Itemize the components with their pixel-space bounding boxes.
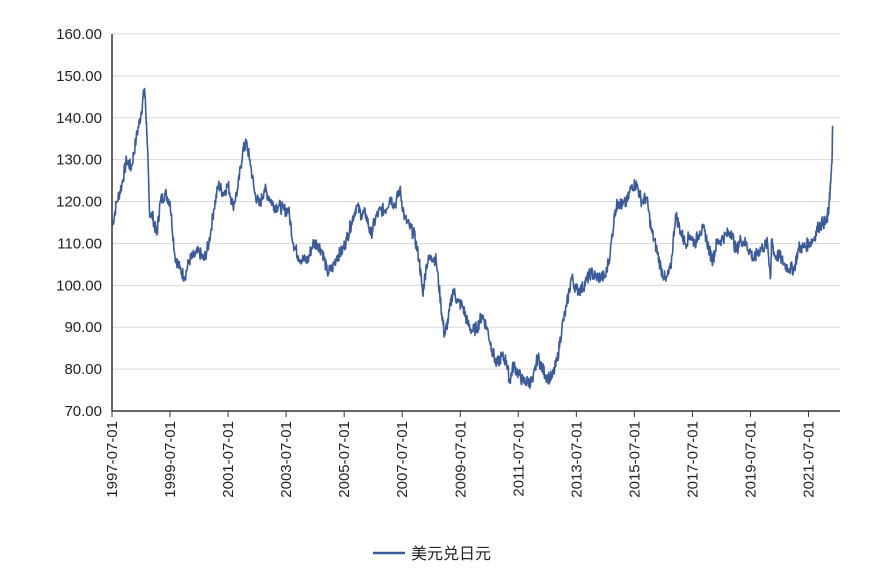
x-tick-label: 2011-07-01 <box>510 421 527 497</box>
x-tick-label: 2019-07-01 <box>742 421 759 498</box>
y-tick-label: 150.00 <box>56 68 102 85</box>
series-group <box>111 87 834 389</box>
x-tick-label: 2009-07-01 <box>452 421 469 498</box>
x-tick-label: 1999-07-01 <box>162 421 179 498</box>
y-tick-label: 130.00 <box>56 152 102 169</box>
y-tick-label: 90.00 <box>64 319 102 336</box>
y-tick-label: 120.00 <box>56 194 102 211</box>
x-tick-label: 1997-07-01 <box>104 421 121 498</box>
y-axis: 70.00 80.00 90.00 100.00 110.00 120.00 130.00 1… <box>56 26 113 420</box>
legend-label: 美元兑日元 <box>411 544 491 563</box>
x-tick-label: 2003-07-01 <box>278 421 295 498</box>
legend: 美元兑日元 <box>373 544 491 563</box>
y-tick-label: 160.00 <box>56 26 102 43</box>
y-tick-label: 80.00 <box>64 361 102 378</box>
x-tick-label: 2021-07-01 <box>801 421 818 498</box>
x-tick-label: 2015-07-01 <box>626 421 643 498</box>
y-tick-label: 140.00 <box>56 110 102 127</box>
x-tick-label: 2013-07-01 <box>568 421 585 498</box>
y-tick-label: 100.00 <box>56 277 102 294</box>
y-tick-label: 110.00 <box>57 235 102 252</box>
series-line <box>111 87 834 389</box>
x-tick-label: 2017-07-01 <box>684 421 701 498</box>
x-tick-label: 2001-07-01 <box>220 421 237 498</box>
gridlines <box>112 33 840 412</box>
x-tick-label: 2005-07-01 <box>336 421 353 498</box>
x-tick-label: 2007-07-01 <box>394 421 411 498</box>
x-axis: 1997-07-01 1999-07-01 2001-07-01 2003-07-01… <box>104 411 818 498</box>
y-tick-label: 70.00 <box>64 403 102 420</box>
